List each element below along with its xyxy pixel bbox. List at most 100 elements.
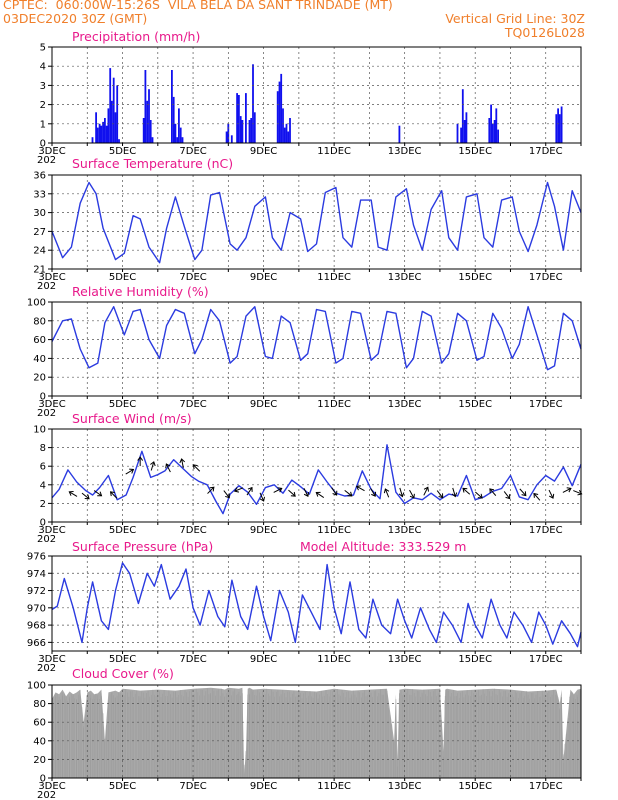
wind-arrow bbox=[69, 491, 78, 497]
wind-arrow bbox=[125, 469, 134, 475]
wind-arrowhead bbox=[97, 491, 103, 497]
precip-bar bbox=[98, 123, 101, 143]
x-tick-label: 7DEC bbox=[179, 654, 206, 665]
x-tick-label: 13DEC bbox=[388, 654, 422, 665]
header-run-time: 03DEC2020 30Z (GMT) bbox=[3, 11, 148, 26]
wind-arrow bbox=[316, 492, 325, 498]
wind-arrowhead bbox=[109, 491, 115, 497]
precip-bar bbox=[174, 123, 177, 143]
wind-arrowhead bbox=[247, 486, 253, 492]
precip-bar bbox=[148, 89, 150, 143]
precip-bar bbox=[149, 120, 152, 143]
wind-arrow bbox=[533, 493, 541, 501]
x-tick-label: 7DEC bbox=[179, 272, 206, 283]
wind-arrowhead bbox=[68, 490, 74, 496]
precip-bar bbox=[555, 114, 558, 143]
precip-bar bbox=[398, 125, 401, 143]
cloud-panel: 0 20 40 60 80 100 3DEC 5DEC 7DEC 9DEC 11DEC 13DEC 15… bbox=[27, 666, 582, 800]
wind-arrow bbox=[181, 458, 184, 468]
precip-bar bbox=[252, 64, 254, 143]
x-tick-label: 15DEC bbox=[458, 781, 492, 792]
year-tick-label: 202 bbox=[37, 790, 56, 800]
x-tick-label: 5DEC bbox=[109, 272, 136, 283]
wind-arrowhead bbox=[438, 493, 444, 499]
wind-arrow bbox=[503, 491, 511, 499]
y-tick-label: 40 bbox=[33, 354, 46, 365]
y-tick-label: 20 bbox=[33, 373, 46, 384]
y-tick-label: 5 bbox=[40, 43, 46, 54]
y-tick-label: 6 bbox=[40, 462, 46, 473]
x-tick-label: 17DEC bbox=[529, 146, 563, 157]
wind-arrow bbox=[548, 489, 554, 499]
wind-arrowhead bbox=[179, 458, 186, 464]
precip-bar bbox=[238, 95, 240, 143]
year-tick-label: 202 bbox=[37, 663, 56, 674]
y-tick-label: 4 bbox=[40, 62, 46, 73]
y-tick-label: 8 bbox=[40, 443, 46, 454]
wind-arrowhead bbox=[566, 487, 572, 493]
wind-arrow bbox=[207, 486, 215, 494]
wind-arrow bbox=[110, 491, 118, 499]
wind-arrow bbox=[573, 490, 582, 495]
precip-panel: 0 1 2 3 4 5 3DEC 5DEC 7DEC 9DEC 11DEC 13DEC 15DEC 17D… bbox=[37, 29, 582, 166]
wind-arrow bbox=[259, 492, 265, 502]
wind-arrow bbox=[452, 487, 456, 497]
precip-bar bbox=[102, 121, 104, 143]
precip-bar bbox=[151, 137, 154, 143]
x-tick-label: 11DEC bbox=[317, 781, 351, 792]
y-tick-label: 80 bbox=[33, 316, 46, 327]
wind-arrowhead bbox=[225, 493, 230, 499]
y-tick-label: 10 bbox=[33, 425, 46, 436]
y-tick-label: 0 bbox=[40, 774, 46, 785]
x-tick-label: 5DEC bbox=[109, 525, 136, 536]
precip-bar bbox=[497, 129, 499, 143]
wind-arrow bbox=[331, 487, 338, 496]
x-tick-label: 17DEC bbox=[529, 654, 563, 665]
x-tick-label: 7DEC bbox=[179, 525, 206, 536]
precip-bar bbox=[230, 135, 233, 143]
precip-bar bbox=[171, 70, 173, 143]
x-tick-label: 11DEC bbox=[317, 272, 351, 283]
y-tick-label: 20 bbox=[33, 755, 46, 766]
y-tick-label: 24 bbox=[33, 246, 46, 257]
precip-bar bbox=[283, 127, 286, 143]
rh-panel: 0 20 40 60 80 100 3DEC 5DEC 7DEC 9DEC 11DEC 13DEC 15… bbox=[27, 284, 582, 419]
x-tick-label: 13DEC bbox=[388, 399, 422, 410]
year-tick-label: 202 bbox=[37, 534, 56, 545]
y-tick-label: 33 bbox=[33, 189, 46, 200]
wind-arrowhead bbox=[347, 491, 353, 497]
pressure-panel: 966 968 970 972 974 976 3DEC 5DEC 7DEC 9DEC 11DEC 1… bbox=[27, 539, 582, 674]
y-tick-label: 4 bbox=[40, 480, 46, 491]
rh-frame bbox=[51, 301, 582, 397]
wind-arrow bbox=[344, 490, 353, 497]
precip-bar bbox=[287, 131, 290, 143]
x-tick-label: 15DEC bbox=[458, 654, 492, 665]
header-grid-note: Vertical Grid Line: 30Z bbox=[445, 11, 585, 26]
precip-bar bbox=[112, 77, 115, 143]
y-tick-label: 0 bbox=[40, 139, 46, 150]
y-tick-label: 27 bbox=[33, 227, 46, 238]
wind-arrow bbox=[273, 487, 282, 493]
rh-title: Relative Humidity (%) bbox=[72, 284, 209, 299]
wind-arrowhead bbox=[505, 494, 511, 500]
precip-bar bbox=[465, 112, 468, 143]
wind-arrow bbox=[562, 487, 572, 493]
pressure-title: Surface Pressure (hPa) bbox=[72, 539, 213, 554]
wind-arrow bbox=[423, 487, 429, 496]
wind-arrow bbox=[519, 488, 527, 496]
x-tick-label: 13DEC bbox=[388, 272, 422, 283]
x-tick-label: 3DEC bbox=[38, 272, 65, 283]
wind-arrow bbox=[384, 488, 390, 498]
pressure-subtitle: Model Altitude: 333.529 m bbox=[300, 539, 466, 554]
y-tick-label: 968 bbox=[27, 621, 46, 632]
wind-arrowhead bbox=[409, 493, 415, 499]
precip-bar bbox=[116, 85, 119, 143]
precip-bar bbox=[491, 123, 494, 143]
y-tick-label: 970 bbox=[27, 603, 46, 614]
wind-arrowhead bbox=[398, 492, 405, 498]
cloud-title: Cloud Cover (%) bbox=[72, 666, 174, 681]
wind-arrowhead bbox=[489, 488, 495, 494]
precip-bar bbox=[282, 108, 284, 143]
y-tick-label: 0 bbox=[40, 392, 46, 403]
wind-arrow bbox=[81, 492, 90, 500]
